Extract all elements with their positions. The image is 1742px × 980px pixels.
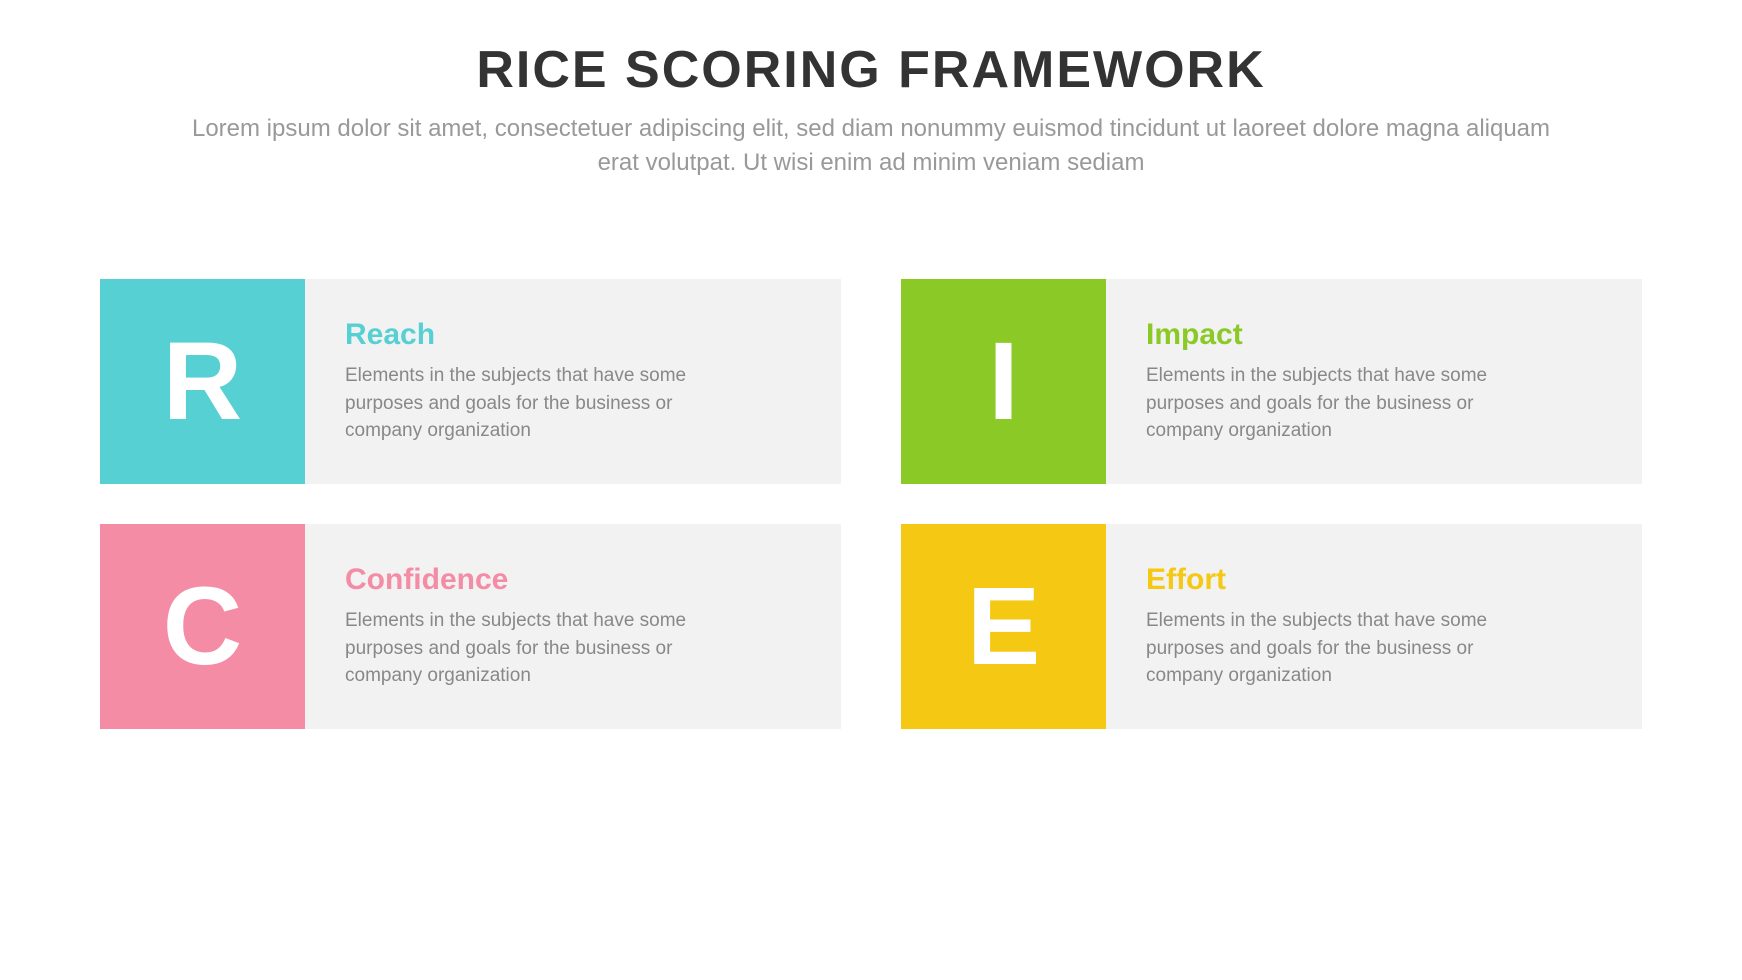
card-title-impact: Impact — [1146, 318, 1602, 352]
card-title-reach: Reach — [345, 318, 801, 352]
page-title: RICE SCORING FRAMEWORK — [0, 40, 1742, 100]
card-effort: E Effort Elements in the subjects that h… — [901, 524, 1642, 729]
card-body-effort: Effort Elements in the subjects that hav… — [1106, 524, 1642, 729]
card-letter-r: R — [100, 279, 305, 484]
card-impact: I Impact Elements in the subjects that h… — [901, 279, 1642, 484]
card-letter-e: E — [901, 524, 1106, 729]
cards-grid: R Reach Elements in the subjects that ha… — [0, 279, 1742, 729]
card-confidence: C Confidence Elements in the subjects th… — [100, 524, 841, 729]
card-title-effort: Effort — [1146, 563, 1602, 597]
header: RICE SCORING FRAMEWORK Lorem ipsum dolor… — [0, 0, 1742, 179]
card-letter-i: I — [901, 279, 1106, 484]
page-subtitle: Lorem ipsum dolor sit amet, consectetuer… — [171, 112, 1571, 179]
card-title-confidence: Confidence — [345, 563, 801, 597]
card-reach: R Reach Elements in the subjects that ha… — [100, 279, 841, 484]
card-body-reach: Reach Elements in the subjects that have… — [305, 279, 841, 484]
card-body-impact: Impact Elements in the subjects that hav… — [1106, 279, 1642, 484]
card-desc-reach: Elements in the subjects that have some … — [345, 362, 705, 445]
card-body-confidence: Confidence Elements in the subjects that… — [305, 524, 841, 729]
card-desc-effort: Elements in the subjects that have some … — [1146, 607, 1506, 690]
card-desc-impact: Elements in the subjects that have some … — [1146, 362, 1506, 445]
card-letter-c: C — [100, 524, 305, 729]
card-desc-confidence: Elements in the subjects that have some … — [345, 607, 705, 690]
